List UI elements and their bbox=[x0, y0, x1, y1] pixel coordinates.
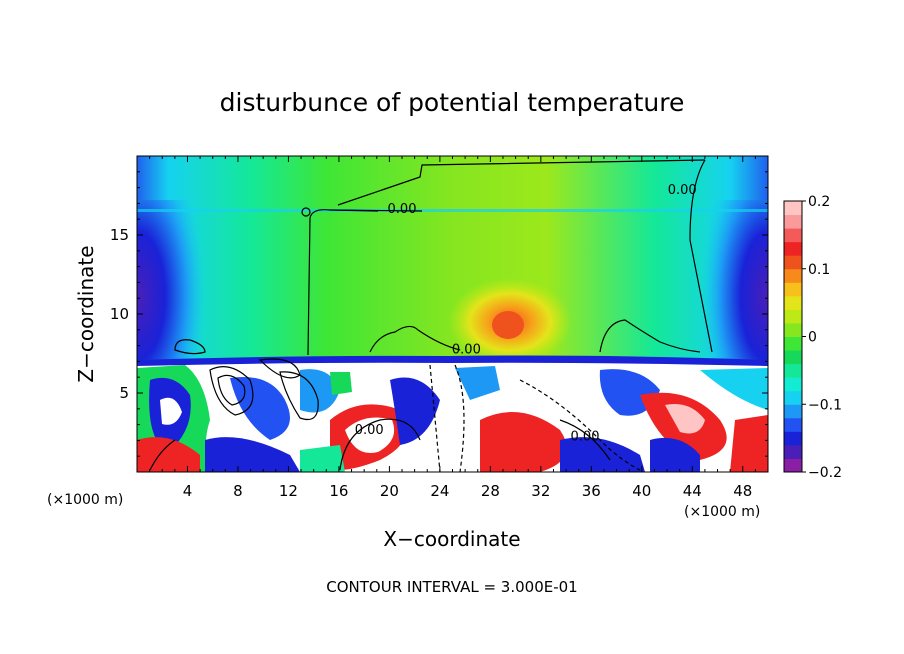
blob bbox=[730, 415, 768, 472]
contour-line bbox=[174, 339, 206, 355]
colorbar-swatch bbox=[784, 417, 802, 432]
colorbar-swatch bbox=[784, 282, 802, 297]
contours bbox=[149, 159, 713, 472]
blob bbox=[650, 437, 700, 472]
y-tick-label: 10 bbox=[110, 305, 129, 323]
contour-line bbox=[217, 374, 246, 406]
cool-left bbox=[137, 200, 207, 360]
colorbar-swatch bbox=[784, 228, 802, 243]
blob bbox=[700, 368, 768, 410]
y-tick-label: 5 bbox=[119, 384, 129, 402]
blob bbox=[665, 404, 705, 434]
contour-line bbox=[337, 159, 706, 206]
blob bbox=[560, 437, 645, 472]
boundary-band bbox=[137, 355, 768, 366]
contour-line bbox=[599, 319, 701, 353]
colorbar-swatch bbox=[784, 241, 802, 256]
blob bbox=[455, 366, 500, 400]
cool-right bbox=[700, 200, 768, 360]
x-unit-right: (×1000 m) bbox=[684, 504, 760, 520]
x-tick-label: 40 bbox=[632, 482, 651, 500]
contour-line bbox=[689, 159, 713, 353]
contour-label: 0.00 bbox=[355, 423, 384, 438]
field bbox=[137, 156, 768, 472]
tropopause-band bbox=[137, 209, 768, 212]
blob bbox=[137, 437, 200, 472]
contour-line bbox=[429, 364, 441, 472]
x-tick-label: 24 bbox=[430, 482, 449, 500]
x-tick-label: 48 bbox=[733, 482, 752, 500]
contour-line bbox=[279, 371, 319, 421]
colorbar-swatch bbox=[784, 350, 802, 365]
colorbar-swatch bbox=[784, 377, 802, 392]
contour-line bbox=[339, 418, 421, 471]
colorbar-swatch bbox=[784, 295, 802, 310]
x-tick-label: 16 bbox=[329, 482, 348, 500]
contour-line bbox=[559, 419, 611, 461]
colorbar: 0.2 0.1 0 −0.1 −0.2 bbox=[783, 194, 842, 481]
colorbar-swatch bbox=[784, 363, 802, 378]
x-tick-label: 20 bbox=[380, 482, 399, 500]
contour-label: 0.00 bbox=[668, 183, 697, 198]
colorbar-swatch bbox=[784, 214, 802, 229]
x-tick-label: 4 bbox=[183, 482, 193, 500]
blob bbox=[300, 369, 340, 413]
colorbar-swatch bbox=[784, 404, 802, 419]
colorbar-swatch bbox=[784, 458, 802, 473]
x-unit-left: (×1000 m) bbox=[47, 492, 123, 508]
blob bbox=[390, 377, 440, 445]
colorbar-swatch bbox=[784, 268, 802, 283]
blob bbox=[160, 397, 182, 425]
x-tick-label: 36 bbox=[582, 482, 601, 500]
contour-line bbox=[519, 379, 641, 471]
blob bbox=[205, 437, 300, 472]
x-axis-label: X−coordinate bbox=[383, 527, 520, 551]
contour-label: 0.00 bbox=[452, 343, 481, 358]
warm-core bbox=[492, 311, 524, 339]
colorbar-swatch bbox=[784, 255, 802, 270]
blob bbox=[330, 372, 352, 395]
contour-line bbox=[307, 209, 379, 356]
x-tick-label: 28 bbox=[481, 482, 500, 500]
x-tick-label: 12 bbox=[279, 482, 298, 500]
contour-label: 0.00 bbox=[571, 429, 600, 444]
colorbar-tick-label: 0 bbox=[808, 330, 817, 346]
colorbar-swatch bbox=[784, 390, 802, 405]
contour-line bbox=[329, 209, 423, 212]
colorbar-tick-label: 0.2 bbox=[808, 194, 830, 210]
contour-label: 0.00 bbox=[388, 202, 417, 217]
colorbar-swatch bbox=[784, 336, 802, 351]
y-axis-label: Z−coordinate bbox=[74, 245, 98, 382]
contour-line bbox=[369, 325, 461, 353]
colorbar-swatch bbox=[784, 201, 802, 216]
colorbar-swatch bbox=[784, 322, 802, 337]
colorbar-tick-label: −0.1 bbox=[808, 397, 842, 413]
blob bbox=[480, 412, 567, 472]
x-tick-label: 44 bbox=[683, 482, 702, 500]
contour-line bbox=[209, 366, 254, 416]
colorbar-tick-label: −0.2 bbox=[808, 465, 842, 481]
colorbar-swatch bbox=[784, 444, 802, 459]
contour-interval-note: CONTOUR INTERVAL = 3.000E-01 bbox=[326, 578, 577, 596]
blob bbox=[345, 417, 395, 454]
colorbar-swatch bbox=[784, 309, 802, 324]
chart-title: disturbunce of potential temperature bbox=[220, 88, 685, 117]
contour-line bbox=[149, 439, 176, 471]
contour-line bbox=[454, 364, 465, 472]
x-tick-label: 8 bbox=[233, 482, 243, 500]
contour-line bbox=[301, 207, 311, 217]
blob bbox=[300, 445, 345, 472]
colorbar-swatch bbox=[784, 431, 802, 446]
x-tick-label: 32 bbox=[531, 482, 550, 500]
y-tick-label: 15 bbox=[110, 226, 129, 244]
colorbar-tick-label: 0.1 bbox=[808, 262, 830, 278]
